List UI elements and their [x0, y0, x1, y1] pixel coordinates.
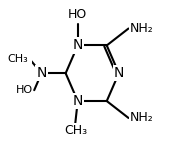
Text: N: N — [73, 38, 83, 52]
Text: N: N — [114, 66, 124, 80]
Text: CH₃: CH₃ — [7, 54, 28, 64]
Text: N: N — [73, 94, 83, 108]
Text: HO: HO — [16, 85, 33, 95]
Text: NH₂: NH₂ — [130, 111, 154, 125]
Text: HO: HO — [68, 8, 87, 21]
Text: N: N — [36, 66, 47, 80]
Text: CH₃: CH₃ — [64, 124, 87, 137]
Text: NH₂: NH₂ — [130, 22, 154, 35]
